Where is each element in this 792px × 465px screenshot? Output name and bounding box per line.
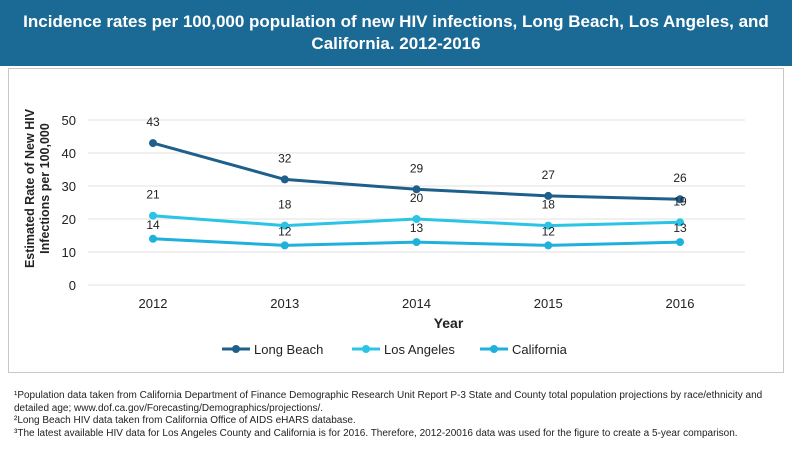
y-tick-label-0: 0: [69, 278, 76, 293]
data-label-california-2012: 14: [146, 218, 160, 232]
data-label-los-angeles-2015: 18: [542, 198, 556, 212]
footnote-2: ²Long Beach HIV data taken from Californ…: [14, 415, 356, 426]
data-label-los-angeles-2013: 18: [278, 198, 292, 212]
y-tick-label-50: 50: [62, 113, 76, 128]
data-label-los-angeles-2016: 19: [673, 194, 687, 208]
point-los-angeles-2016: [676, 218, 684, 227]
legend-label-los-angeles: Los Angeles: [384, 342, 455, 357]
point-california-2015: [544, 241, 553, 250]
y-axis-title-line-1: Estimated Rate of New HIV: [23, 108, 37, 268]
chart-title: Incidence rates per 100,000 population o…: [23, 12, 769, 53]
footnotes: ¹Population data taken from California D…: [14, 390, 784, 440]
point-los-angeles-2014: [412, 215, 421, 223]
y-tick-label-30: 30: [62, 179, 76, 194]
legend-marker-los-angeles: [362, 345, 370, 353]
x-tick-label-2014: 2014: [402, 296, 431, 311]
data-label-california-2013: 12: [278, 224, 292, 238]
data-label-california-2014: 13: [410, 221, 424, 235]
point-california-2012: [149, 234, 157, 243]
legend-marker-california: [490, 345, 498, 353]
y-tick-label-40: 40: [62, 146, 76, 161]
point-los-angeles-2013: [280, 221, 289, 230]
point-long-beach-2015: [544, 191, 553, 200]
x-tick-label-2016: 2016: [666, 296, 695, 311]
point-california-2016: [676, 238, 684, 247]
data-label-long-beach-2016: 26: [673, 171, 687, 185]
y-tick-label-20: 20: [62, 212, 76, 227]
x-tick-label-2015: 2015: [534, 296, 563, 311]
footnote-1: ¹Population data taken from California D…: [14, 390, 763, 414]
data-label-los-angeles-2014: 20: [410, 191, 424, 205]
legend-marker-long-beach: [232, 345, 240, 353]
x-axis-title: Year: [434, 315, 464, 331]
data-label-california-2015: 12: [542, 224, 556, 238]
x-tick-label-2012: 2012: [139, 296, 168, 311]
point-los-angeles-2015: [544, 221, 553, 230]
chart-frame: [8, 68, 784, 373]
point-long-beach-2012: [149, 139, 157, 148]
y-axis-title: Estimated Rate of New HIVInfections per …: [23, 108, 52, 268]
x-tick-label-2013: 2013: [270, 296, 299, 311]
data-label-long-beach-2014: 29: [410, 161, 424, 175]
y-tick-label-10: 10: [62, 245, 76, 260]
point-california-2013: [280, 241, 289, 250]
data-label-long-beach-2012: 43: [146, 115, 160, 129]
legend-label-california: California: [512, 342, 568, 357]
point-california-2014: [412, 238, 421, 247]
data-label-los-angeles-2012: 21: [146, 188, 160, 202]
data-label-california-2016: 13: [673, 221, 687, 235]
data-label-long-beach-2015: 27: [542, 168, 556, 182]
footnote-3: ³The latest available HIV data for Los A…: [14, 427, 738, 439]
legend-label-long-beach: Long Beach: [254, 342, 323, 357]
data-label-long-beach-2013: 32: [278, 151, 292, 165]
chart-title-banner: Incidence rates per 100,000 population o…: [0, 0, 792, 66]
point-long-beach-2014: [412, 185, 421, 194]
y-axis-title-line-2: Infections per 100,000: [38, 123, 52, 254]
point-long-beach-2013: [280, 175, 289, 184]
point-los-angeles-2012: [149, 211, 157, 220]
point-long-beach-2016: [676, 195, 684, 204]
